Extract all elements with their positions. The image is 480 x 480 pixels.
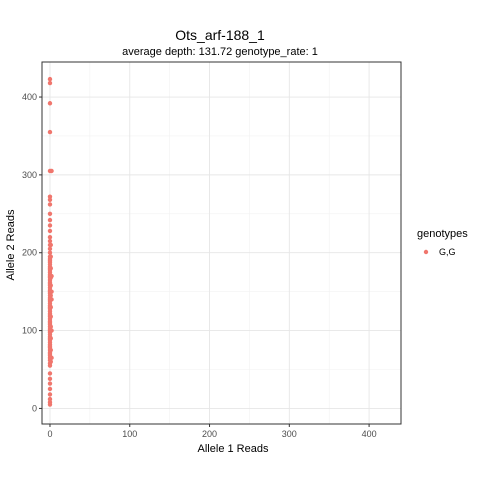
data-point — [47, 381, 53, 386]
data-point — [47, 217, 53, 223]
data-point — [47, 250, 53, 255]
data-point — [47, 211, 53, 217]
x-tick-label: 300 — [282, 429, 297, 439]
data-point — [47, 396, 53, 402]
y-axis-ticks: 0 100 200 300 400 — [22, 92, 42, 413]
y-tick-label: 100 — [22, 326, 37, 336]
y-tick-label: 400 — [22, 92, 37, 102]
data-point — [49, 297, 54, 302]
data-point — [49, 273, 54, 279]
data-point — [47, 129, 53, 135]
x-axis-ticks: 0 100 200 300 400 — [47, 424, 377, 439]
data-point — [49, 355, 54, 361]
data-point — [47, 376, 53, 382]
data-point — [48, 266, 53, 271]
data-point — [48, 254, 53, 259]
data-point — [47, 238, 53, 244]
y-tick-label: 300 — [22, 170, 37, 180]
x-tick-label: 400 — [362, 429, 377, 439]
data-point — [47, 76, 53, 82]
data-point — [48, 347, 53, 353]
legend: genotypes G,G — [417, 228, 468, 257]
data-point — [48, 305, 53, 310]
data-point — [47, 400, 53, 405]
data-point — [48, 293, 53, 298]
data-point — [49, 168, 54, 174]
data-point — [48, 314, 53, 319]
x-tick-label: 100 — [122, 429, 137, 439]
data-point — [47, 80, 53, 86]
plot-panel-border — [41, 61, 402, 425]
x-tick-label: 0 — [47, 429, 52, 439]
data-point — [48, 242, 53, 248]
chart-title: Ots_arf-188_1 — [175, 27, 265, 43]
data-point — [47, 101, 53, 106]
x-axis-title: Allele 1 Reads — [198, 443, 269, 455]
data-point — [48, 283, 53, 288]
data-points — [47, 76, 54, 407]
x-tick-label: 200 — [202, 429, 217, 439]
data-point — [47, 246, 53, 252]
legend-entry-label: G,G — [439, 247, 456, 257]
data-point — [49, 328, 54, 333]
data-point — [47, 202, 53, 207]
data-point — [47, 371, 53, 376]
data-point — [48, 359, 53, 364]
data-point — [47, 234, 53, 240]
legend-entries: G,G — [423, 247, 456, 257]
data-point — [48, 324, 53, 329]
data-point — [49, 289, 54, 294]
data-point — [47, 386, 53, 392]
legend-key-marker — [423, 249, 429, 255]
data-point — [47, 392, 53, 397]
data-point — [48, 336, 53, 341]
grid — [42, 62, 401, 424]
data-point — [47, 223, 53, 228]
y-tick-label: 0 — [32, 403, 37, 413]
data-point — [47, 197, 53, 202]
legend-title: genotypes — [417, 228, 468, 240]
y-axis-title: Allele 2 Reads — [5, 209, 17, 280]
chart-subtitle: average depth: 131.72 genotype_rate: 1 — [122, 46, 318, 58]
y-tick-label: 200 — [22, 248, 37, 258]
data-point — [47, 194, 53, 199]
data-point — [47, 228, 53, 234]
